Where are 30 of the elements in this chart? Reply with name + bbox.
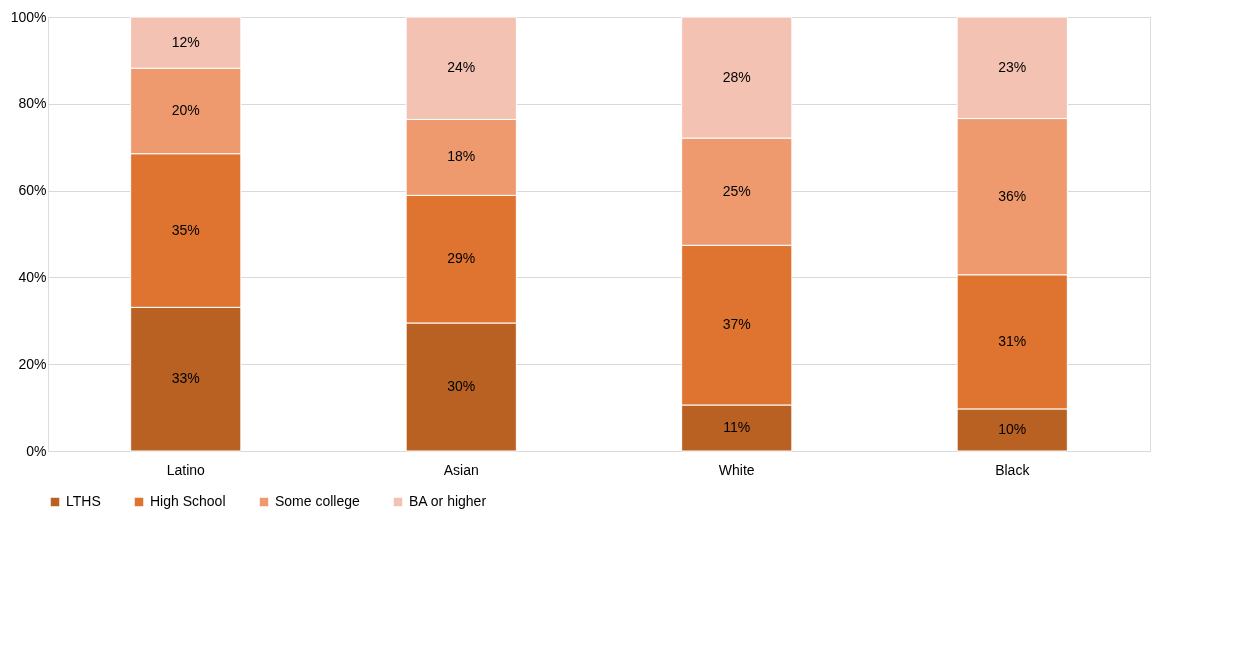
data-label: 28% bbox=[722, 68, 751, 85]
legend-label: Some college bbox=[275, 493, 361, 509]
y-tick-label: 40% bbox=[18, 268, 47, 285]
legend-label: High School bbox=[150, 493, 226, 509]
legend-label: LTHS bbox=[66, 493, 101, 509]
data-label: 11% bbox=[723, 419, 751, 435]
data-label: 37% bbox=[722, 316, 751, 333]
y-tick-label: 60% bbox=[18, 182, 47, 199]
legend-label: BA or higher bbox=[409, 493, 487, 509]
data-label: 24% bbox=[447, 59, 476, 76]
x-tick-label: Black bbox=[995, 461, 1031, 478]
data-label: 35% bbox=[171, 221, 200, 238]
y-tick-label: 80% bbox=[18, 95, 47, 112]
y-tick-label: 20% bbox=[18, 355, 47, 372]
data-label: 10% bbox=[998, 420, 1027, 437]
y-tick-label: 100% bbox=[10, 8, 47, 25]
x-tick-label: Latino bbox=[166, 461, 206, 478]
data-label: 30% bbox=[447, 377, 476, 394]
data-label: 31% bbox=[998, 332, 1027, 349]
data-label: 25% bbox=[722, 182, 751, 199]
x-tick-label: White bbox=[718, 461, 755, 478]
data-label: 20% bbox=[171, 101, 200, 118]
data-label: 23% bbox=[998, 58, 1027, 75]
data-label: 29% bbox=[447, 250, 476, 267]
data-label: 33% bbox=[171, 370, 200, 387]
x-tick-label: Asian bbox=[443, 461, 479, 478]
data-label: 18% bbox=[447, 148, 476, 165]
data-label: 36% bbox=[998, 187, 1027, 204]
data-label: 12% bbox=[171, 33, 200, 50]
y-tick-label: 0% bbox=[26, 442, 47, 459]
